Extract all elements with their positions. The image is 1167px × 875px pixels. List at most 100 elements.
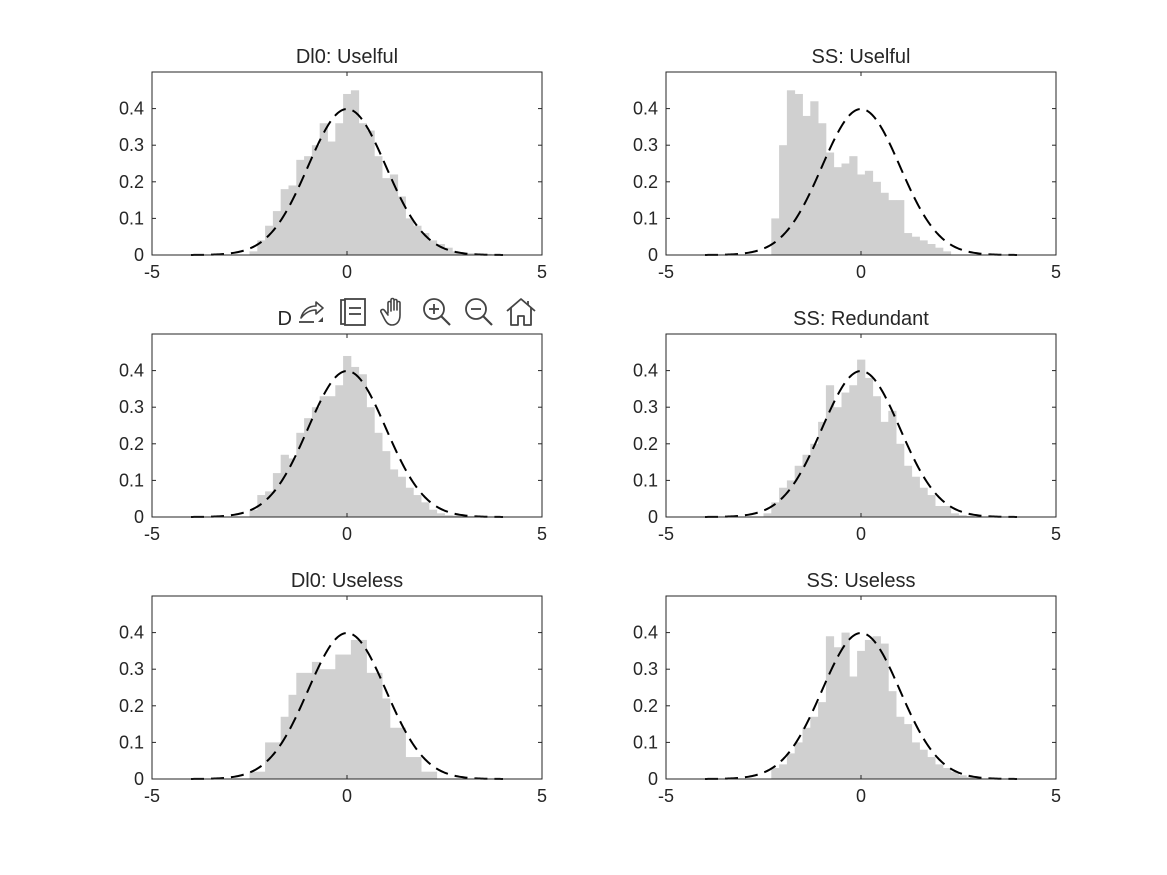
histogram-bar <box>265 742 282 779</box>
x-tick-label: 0 <box>856 786 866 806</box>
histogram-bar <box>319 669 336 779</box>
histogram-bar <box>467 253 477 255</box>
histogram-bar <box>350 639 367 779</box>
normal-pdf-curve <box>190 369 504 518</box>
export-button[interactable] <box>292 292 330 332</box>
histogram-bar <box>857 650 866 779</box>
brush-button[interactable] <box>334 292 372 332</box>
histogram-bar <box>942 768 952 779</box>
y-tick-label: 0.4 <box>119 99 144 119</box>
histogram-bar <box>794 465 803 517</box>
histogram-bar <box>382 451 391 517</box>
histogram-bar <box>818 702 827 779</box>
histogram-bar <box>825 385 835 517</box>
histogram-bar <box>405 757 422 779</box>
histogram-bar <box>779 145 788 255</box>
histogram-bar <box>911 236 920 255</box>
histogram-bar <box>911 742 920 779</box>
histogram-bar <box>319 396 328 517</box>
axes-toolbar <box>292 292 540 332</box>
histogram-bar <box>849 385 858 517</box>
histogram-bar <box>358 374 367 517</box>
histogram-bar <box>903 465 913 517</box>
histogram-bar <box>927 495 936 517</box>
x-tick-label: 5 <box>1051 524 1061 544</box>
x-tick-label: 5 <box>1051 262 1061 282</box>
histogram-bar <box>460 515 469 517</box>
histogram-bar <box>452 251 461 255</box>
y-tick-label: 0.1 <box>633 208 658 228</box>
histogram-bar <box>311 145 321 255</box>
zoom-out-button[interactable] <box>460 292 498 332</box>
histogram-bar <box>311 407 321 517</box>
histogram-bar <box>802 727 811 779</box>
histogram-bar <box>335 123 344 256</box>
x-tick-label: 5 <box>537 262 547 282</box>
histogram-bar <box>311 661 321 779</box>
histogram-bar <box>374 156 383 255</box>
axes-title: SS: Useless <box>807 570 916 592</box>
axes-title: SS: Uselful <box>812 46 911 68</box>
pan-icon <box>380 297 401 326</box>
histogram-bar <box>841 163 850 255</box>
histogram-bar <box>833 407 842 517</box>
histogram-bar <box>389 469 399 517</box>
y-tick-label: 0 <box>134 507 144 527</box>
axes-title: Dl0: Uselful <box>296 46 398 68</box>
histogram-bar <box>436 244 445 255</box>
pan-button[interactable] <box>376 292 414 332</box>
histogram-bar <box>786 480 796 517</box>
x-tick-label: -5 <box>658 262 674 282</box>
histogram-bar <box>272 473 282 517</box>
histogram-bar <box>825 636 835 779</box>
histogram-bar <box>802 454 811 517</box>
histogram-bar <box>249 251 258 255</box>
y-tick-label: 0.2 <box>633 696 658 716</box>
home-button[interactable] <box>502 292 540 332</box>
x-tick-label: 0 <box>342 524 352 544</box>
histogram-bar <box>389 727 406 779</box>
x-tick-label: -5 <box>144 786 160 806</box>
x-tick-label: 5 <box>537 524 547 544</box>
histogram-bar <box>265 491 274 517</box>
x-tick-label: -5 <box>144 524 160 544</box>
histogram-bar <box>249 509 258 517</box>
histogram-bar <box>343 93 352 256</box>
histogram-bar <box>397 196 406 255</box>
histogram-bar <box>888 200 897 255</box>
histogram-bar <box>864 639 874 779</box>
histogram-bar <box>421 771 438 779</box>
histogram-bar <box>880 643 889 779</box>
histogram-bar <box>864 377 874 517</box>
histogram-bar <box>896 716 905 779</box>
y-tick-label: 0 <box>648 245 658 265</box>
histogram-bar <box>335 654 352 779</box>
histogram-bar <box>771 502 780 517</box>
histogram-bar <box>903 233 913 255</box>
zoom-out-icon <box>465 298 493 326</box>
histogram-bar <box>428 509 438 517</box>
histogram-bar <box>872 181 881 255</box>
histogram-bar <box>888 410 897 517</box>
histogram-bar <box>857 174 866 255</box>
x-tick-label: 0 <box>342 262 352 282</box>
histogram-bar <box>304 418 313 517</box>
y-tick-label: 0.2 <box>633 434 658 454</box>
zoom-in-button[interactable] <box>418 292 456 332</box>
histogram-bar <box>966 777 975 779</box>
histogram-bar <box>288 458 297 517</box>
histogram-bar <box>779 764 788 779</box>
histogram-bar <box>818 421 827 517</box>
y-tick-label: 0 <box>134 245 144 265</box>
histogram-bar <box>888 691 897 779</box>
chart-panel-2: -5 0 500.10.20.30.4SS: Uselful <box>633 46 1061 282</box>
histogram-bar <box>405 487 414 517</box>
normal-pdf-curve <box>190 631 504 780</box>
histogram-bar <box>810 101 819 255</box>
histogram-bar <box>935 506 944 517</box>
y-tick-label: 0.3 <box>633 397 658 417</box>
histogram-bar <box>771 768 780 779</box>
histogram-bar <box>950 771 959 779</box>
histogram-bar <box>903 724 913 779</box>
